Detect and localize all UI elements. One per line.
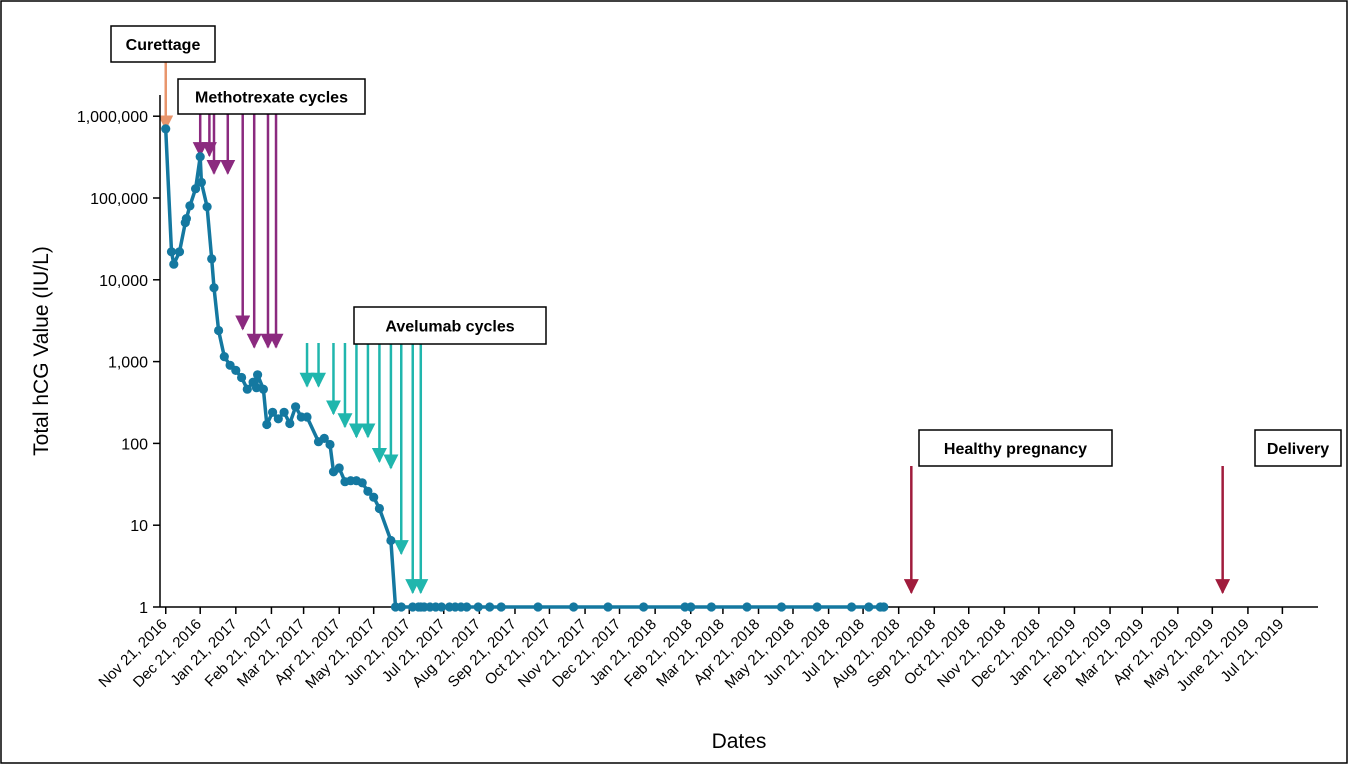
callout-box — [1254, 429, 1342, 467]
callout-box — [353, 306, 547, 345]
callout-label: Methotrexate cycles — [195, 90, 348, 107]
y-tick-label: 10 — [130, 518, 148, 535]
data-point — [485, 602, 495, 612]
data-point — [639, 602, 649, 612]
callout-label: Delivery — [1267, 441, 1329, 458]
data-point — [191, 184, 201, 194]
y-tick-label: 100 — [121, 436, 148, 453]
data-point — [174, 247, 185, 257]
callout-label: Healthy pregnancy — [944, 441, 1087, 458]
data-point — [161, 124, 171, 134]
y-tick-label: 100,000 — [90, 191, 148, 208]
data-point — [686, 602, 696, 612]
data-point — [214, 325, 224, 336]
data-point — [219, 352, 229, 362]
data-point — [181, 214, 191, 224]
x-axis-label: Dates — [712, 730, 767, 753]
y-tick-label: 1,000,000 — [77, 109, 148, 126]
series-layer — [161, 124, 889, 612]
data-point — [209, 283, 219, 293]
data-point — [603, 602, 613, 612]
callout-label: Curettage — [126, 37, 201, 54]
data-point — [258, 384, 268, 394]
y-tick-label: 1 — [139, 600, 148, 617]
data-point — [319, 433, 329, 443]
data-point — [334, 463, 344, 473]
data-point — [251, 383, 262, 393]
data-point — [879, 602, 889, 612]
data-point — [436, 602, 447, 612]
data-point — [279, 407, 289, 417]
plot-area: 1 10 100 1,000 10,000 100,000 1,000,000 Nov 21… — [77, 95, 1318, 695]
data-point — [195, 152, 205, 162]
data-point — [196, 177, 206, 187]
data-point — [237, 372, 247, 383]
data-point — [369, 492, 379, 502]
data-point — [262, 419, 272, 430]
y-tick-label: 1,000 — [108, 355, 148, 372]
data-point — [473, 602, 483, 612]
data-point — [253, 370, 263, 380]
data-point — [864, 602, 874, 612]
data-point — [462, 602, 472, 612]
series-line — [163, 128, 884, 609]
data-point — [396, 602, 406, 612]
callout-box — [110, 25, 216, 63]
data-point — [325, 439, 335, 450]
data-point — [776, 602, 787, 612]
callout-label: Avelumab cycles — [385, 319, 514, 336]
data-point — [202, 202, 212, 212]
data-point — [185, 201, 195, 211]
data-point — [291, 402, 301, 412]
data-point — [169, 259, 179, 269]
data-point — [302, 412, 312, 422]
annotation-1 — [192, 114, 284, 349]
data-point — [386, 535, 396, 546]
data-point — [706, 602, 717, 612]
data-point — [285, 418, 295, 429]
data-point — [166, 247, 177, 257]
data-point — [569, 602, 579, 612]
callout-box — [918, 429, 1113, 467]
data-point — [363, 486, 373, 496]
data-point — [374, 503, 384, 514]
data-point — [742, 602, 752, 612]
data-point — [231, 365, 241, 375]
y-tick-label: 10,000 — [99, 273, 148, 290]
data-point — [533, 602, 543, 612]
y-axis-label: Total hCG Value (IU/L) — [30, 246, 53, 456]
annotation-callouts: Curettage Methotrexate cycles Avelumab cyc… — [110, 25, 1342, 467]
data-point — [242, 384, 252, 394]
callout-box — [177, 78, 366, 115]
data-point — [496, 602, 506, 612]
data-point — [207, 254, 217, 264]
y-axis-ticks: 1 10 100 1,000 10,000 100,000 1,000,000 — [77, 109, 160, 617]
data-point — [812, 602, 822, 612]
data-point — [357, 478, 367, 488]
data-point — [273, 414, 283, 424]
data-point — [847, 602, 857, 612]
data-point — [268, 407, 278, 417]
annotation-arrows — [158, 62, 1231, 595]
annotation-2 — [299, 343, 429, 595]
